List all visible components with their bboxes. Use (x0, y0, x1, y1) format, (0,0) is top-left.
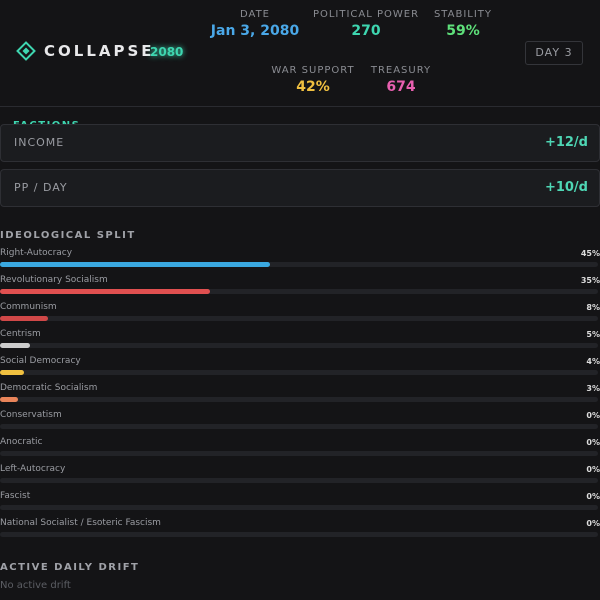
ideology-percent: 4% (586, 357, 600, 366)
bar (0, 397, 18, 402)
stat: WAR SUPPORT 42% (271, 65, 354, 95)
summary-card: PP / DAY +10/d (0, 169, 600, 207)
stat-value: 270 (351, 23, 381, 39)
bar-track (0, 370, 598, 375)
bar (0, 370, 24, 375)
stat: DATE Jan 3, 2080 (211, 9, 299, 39)
ideology-name: Centrism (0, 329, 41, 339)
stat-value: 674 (386, 79, 416, 95)
card-value: +12/d (544, 135, 588, 150)
bar (0, 289, 210, 294)
ideology-percent: 0% (586, 492, 600, 501)
stat-label: TREASURY (370, 65, 432, 76)
ideology-percent: 45% (580, 249, 600, 258)
stat: TREASURY 674 (371, 65, 431, 95)
bar-track (0, 343, 598, 348)
ideology-name: Right-Autocracy (0, 248, 73, 258)
stat-label: POLITICAL POWER (312, 9, 420, 20)
bar (0, 316, 48, 321)
drift-title: ACTIVE DAILY DRIFT (0, 562, 140, 573)
card-label: PP / DAY (14, 181, 68, 194)
stat-value: 42% (296, 79, 330, 95)
bar-track (0, 451, 598, 456)
ideology-name: Democratic Socialism (0, 383, 98, 393)
logo-icon (16, 41, 36, 61)
ideology-name: Fascist (0, 491, 31, 501)
logo: COLLAPSE (44, 42, 155, 60)
ideology-name: Anocratic (0, 437, 43, 447)
bar-track (0, 424, 598, 429)
ideology-percent: 5% (586, 330, 600, 339)
ideology-name: Social Democracy (0, 356, 81, 366)
stat-label: DATE (239, 9, 270, 20)
bar (0, 343, 30, 348)
ideology-name: National Socialist / Esoteric Fascism (0, 518, 161, 528)
bar (0, 262, 270, 267)
card-label: INCOME (14, 136, 65, 149)
bar-track (0, 532, 598, 537)
bar-track (0, 478, 598, 483)
ideology-percent: 0% (586, 465, 600, 474)
stat: STABILITY 59% (434, 9, 492, 39)
ideology-name: Revolutionary Socialism (0, 275, 108, 285)
bar-track (0, 262, 598, 267)
ideology-percent: 0% (586, 438, 600, 447)
card-value: +10/d (544, 180, 588, 195)
stat-value: 59% (446, 23, 480, 39)
stat: POLITICAL POWER 270 (313, 9, 419, 39)
stat-label: WAR SUPPORT (271, 65, 355, 76)
ideology-name: Conservatism (0, 410, 62, 420)
drift-text: No active drift (0, 580, 71, 591)
ideology-percent: 3% (586, 384, 600, 393)
bar-track (0, 289, 598, 294)
summary-card: INCOME +12/d (0, 124, 600, 162)
ideology-percent: 8% (586, 303, 600, 312)
stat-label: STABILITY (433, 9, 493, 20)
ideology-name: Communism (0, 302, 57, 312)
stat-value: Jan 3, 2080 (210, 23, 300, 39)
bar-track (0, 505, 598, 510)
logo-year: 2080 (150, 45, 184, 59)
ideology-percent: 0% (586, 411, 600, 420)
ideology-percent: 0% (586, 519, 600, 528)
bar-track (0, 316, 598, 321)
ideology-percent: 35% (580, 276, 600, 285)
ideology-title: IDEOLOGICAL SPLIT (0, 230, 136, 241)
day-button[interactable]: DAY 3 (525, 41, 583, 65)
divider (0, 106, 600, 107)
bar-track (0, 397, 598, 402)
ideology-name: Left-Autocracy (0, 464, 66, 474)
